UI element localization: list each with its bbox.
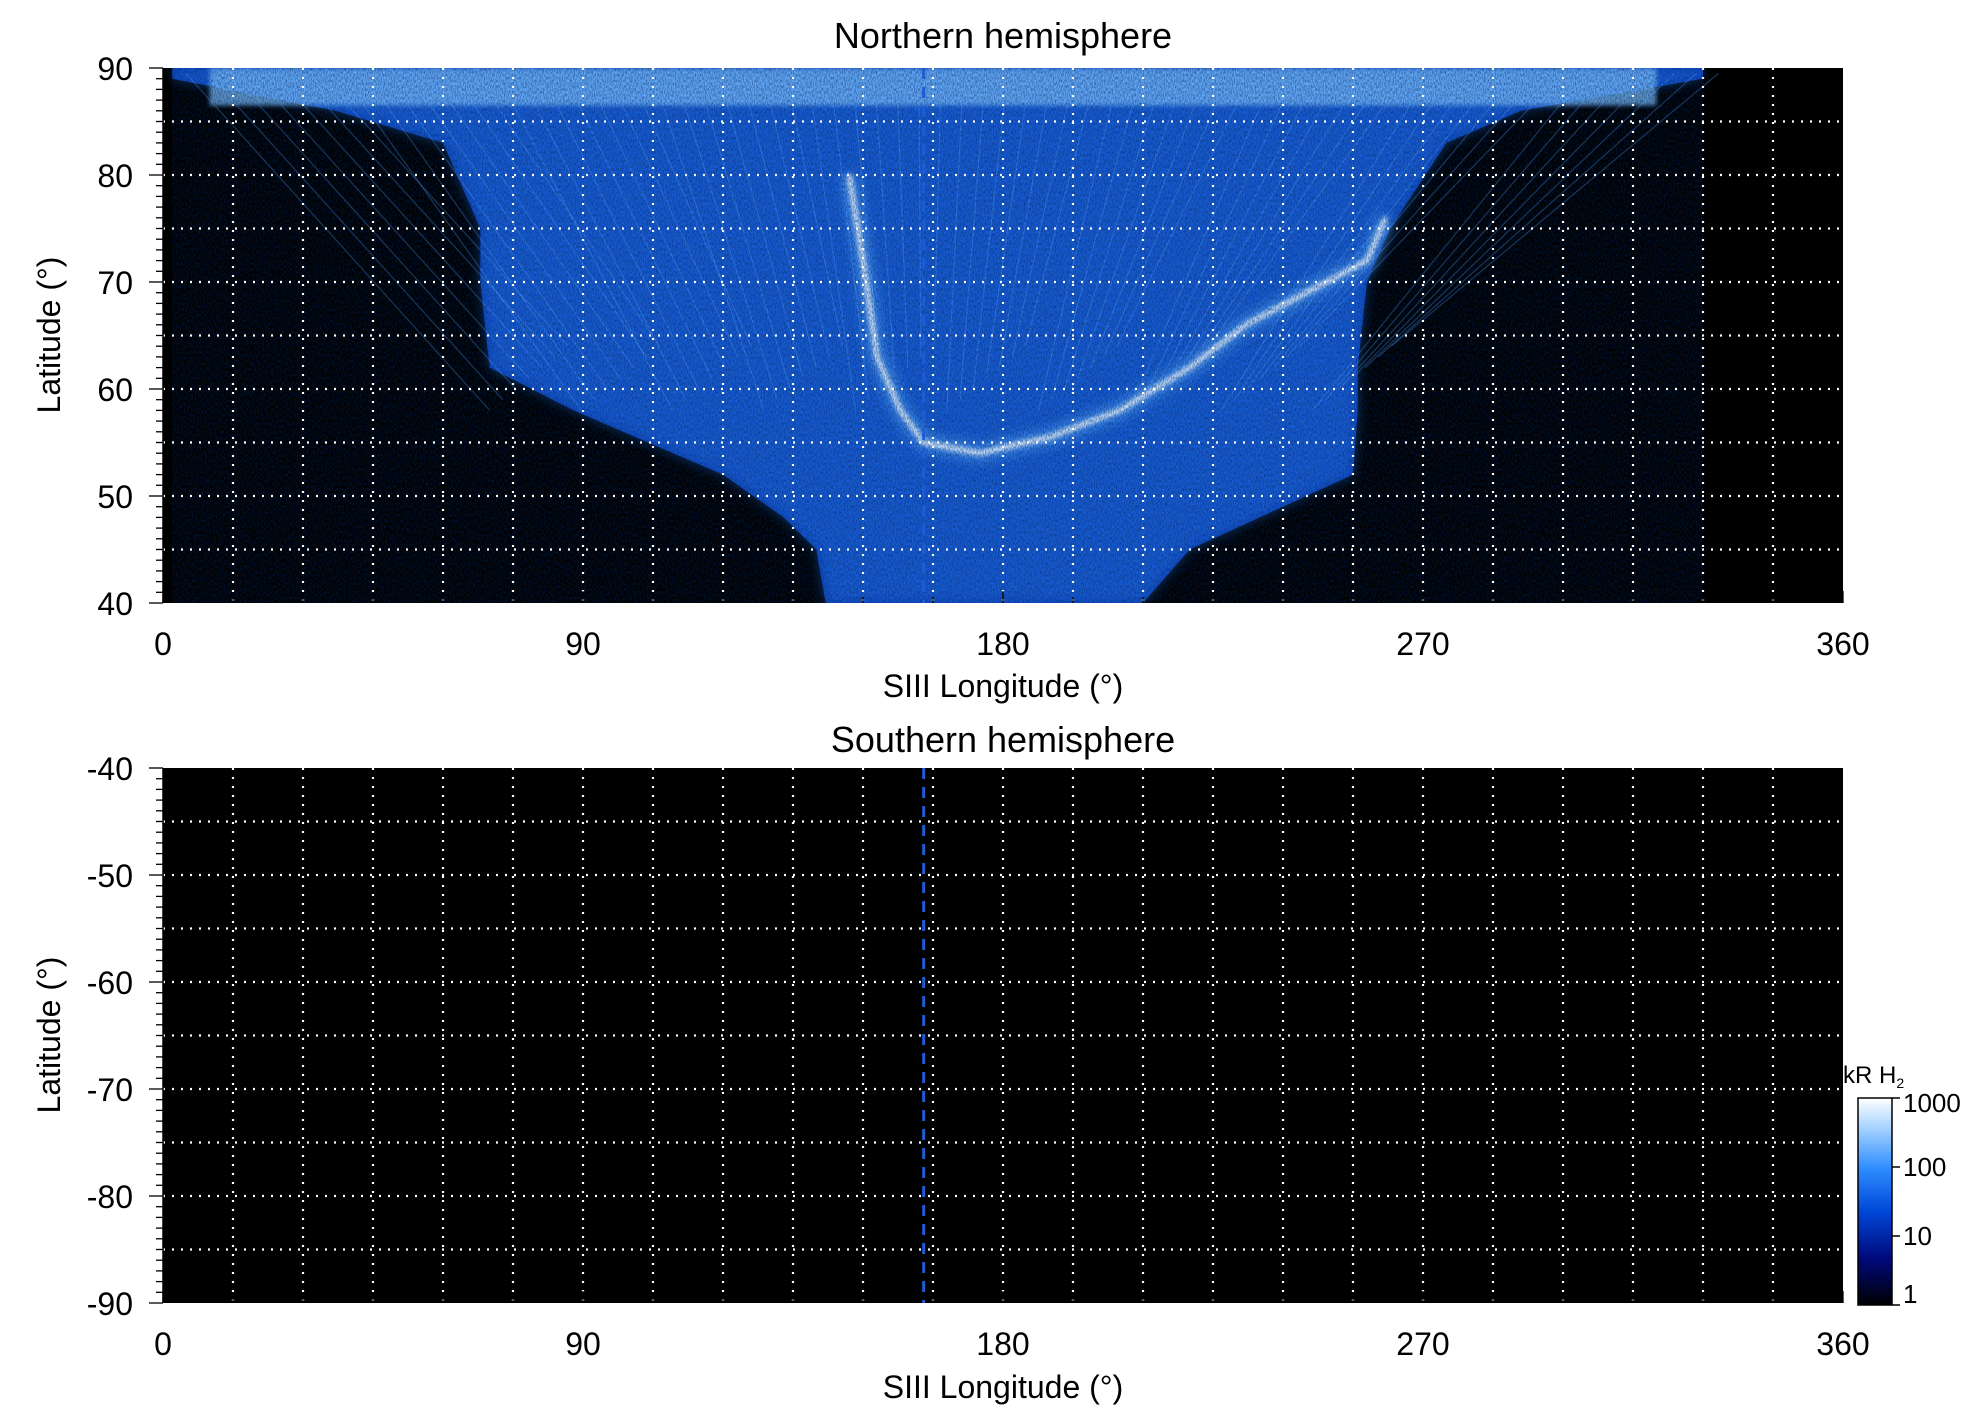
south-grid [163, 768, 1843, 1303]
emission-streak [252, 72, 530, 379]
emission-streak [207, 72, 504, 401]
y-tick-label: -90 [87, 1286, 133, 1322]
colorbar-ticks: 1000 100 10 1 [1892, 1088, 1961, 1309]
colorbar-tick-label: 1000 [1903, 1088, 1961, 1118]
y-tick-label: -70 [87, 1072, 133, 1108]
y-tick-label: 50 [97, 479, 133, 515]
north-tick-labels: 40 50 60 70 80 90 0 90 180 270 360 [97, 51, 1869, 662]
x-tick-label: 270 [1396, 626, 1449, 662]
colorbar-tick-label: 100 [1903, 1152, 1946, 1182]
colorbar-title-subscript: 2 [1896, 1075, 1904, 1091]
south-tick-labels: -40 -50 -60 -70 -80 -90 0 90 180 270 360 [87, 751, 1870, 1362]
y-tick-label: -50 [87, 858, 133, 894]
y-tick-label: 70 [97, 265, 133, 301]
y-tick-label: -80 [87, 1179, 133, 1215]
colorbar-tick-label: 10 [1903, 1221, 1932, 1251]
y-tick-label: 60 [97, 372, 133, 408]
x-tick-label: 360 [1816, 1326, 1869, 1362]
y-tick-label: 90 [97, 51, 133, 87]
colorbar: kR H2 1000 100 10 1 [1843, 1062, 1961, 1309]
north-grid [163, 68, 1843, 603]
x-tick-label: 90 [565, 1326, 601, 1362]
y-tick-label: 80 [97, 158, 133, 194]
south-x-axis-label: SIII Longitude (°) [883, 1369, 1123, 1405]
south-title: Southern hemisphere [831, 719, 1175, 760]
colorbar-title-main: kR H [1843, 1062, 1896, 1089]
southern-hemisphere-panel: Southern hemisphere -40 -50 -60 -70 -80 -90 0 9… [31, 719, 1870, 1405]
x-tick-label: 180 [976, 626, 1029, 662]
emission-streak [1351, 72, 1653, 379]
north-axis-ticks [149, 67, 1844, 604]
colorbar-title: kR H2 [1843, 1062, 1904, 1091]
emission-streak [185, 72, 491, 411]
north-title: Northern hemisphere [834, 15, 1172, 56]
colorbar-gradient [1857, 1097, 1893, 1306]
emission-streak [1325, 72, 1608, 401]
south-axis-ticks [149, 767, 1844, 1304]
x-tick-label: 180 [976, 1326, 1029, 1362]
x-tick-label: 0 [154, 626, 172, 662]
y-tick-label: -40 [87, 751, 133, 787]
emission-streak [1377, 72, 1697, 358]
northern-hemisphere-panel: Northern hemisphere 40 50 60 70 80 90 0 90 180 27… [31, 15, 1870, 704]
emission-streak [1390, 72, 1719, 347]
x-tick-label: 270 [1396, 1326, 1449, 1362]
x-tick-label: 0 [154, 1326, 172, 1362]
x-tick-label: 360 [1816, 626, 1869, 662]
x-tick-label: 90 [565, 626, 601, 662]
north-x-axis-label: SIII Longitude (°) [883, 668, 1123, 704]
y-tick-label: 40 [97, 586, 133, 622]
y-tick-label: -60 [87, 965, 133, 1001]
north-y-axis-label: Latitude (°) [31, 257, 67, 414]
south-y-axis-label: Latitude (°) [31, 957, 67, 1114]
colorbar-tick-label: 1 [1903, 1279, 1917, 1309]
